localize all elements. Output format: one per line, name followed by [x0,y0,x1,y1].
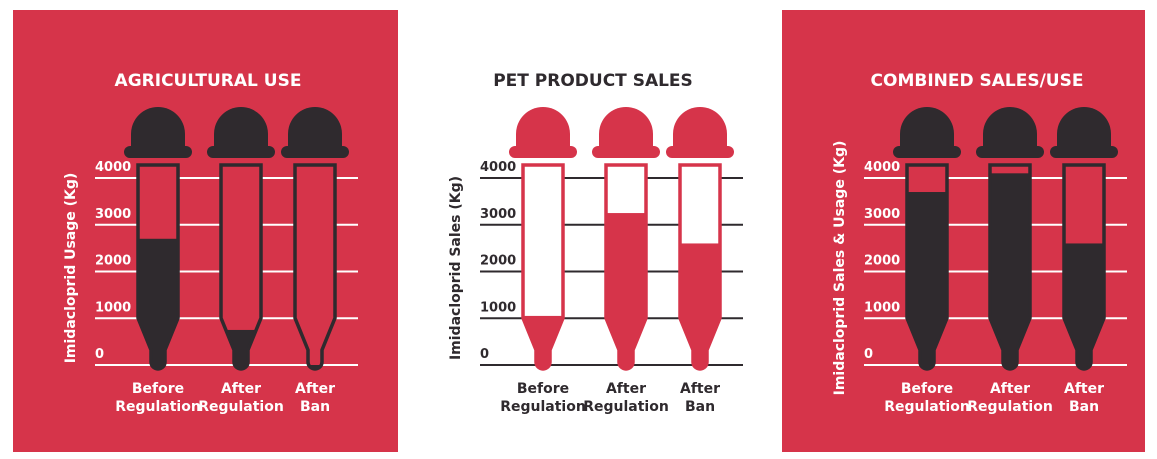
y-axis-label: Imidacloprid Usage (Kg) [63,173,79,364]
pipette-collar [207,146,275,158]
pipette-collar [1050,146,1118,158]
y-axis-label: Imidacloprid Sales (Kg) [448,176,464,360]
pipette-collar [893,146,961,158]
pipette-collar [976,146,1044,158]
y-tick-label: 0 [95,347,104,362]
y-tick-label: 3000 [95,207,131,222]
pipette-collar [592,146,660,158]
y-tick-label: 4000 [95,160,131,175]
y-tick-label: 3000 [864,207,900,222]
chart-title: AGRICULTURAL USE [115,71,302,91]
chart-title: PET PRODUCT SALES [493,71,693,91]
x-tick-label: After Regulation [198,380,284,416]
y-tick-label: 2000 [95,254,131,269]
pipette-collar [509,146,577,158]
pipette-collar [124,146,192,158]
x-tick-label: After Regulation [967,380,1053,416]
y-tick-label: 1000 [95,300,131,315]
y-tick-label: 4000 [864,160,900,175]
y-tick-label: 1000 [864,300,900,315]
y-tick-label: 3000 [480,207,516,222]
y-axis-label: Imidacloprid Sales & Usage (Kg) [832,141,848,396]
y-tick-label: 1000 [480,300,516,315]
x-tick-label: After Ban [295,380,335,416]
y-tick-label: 2000 [480,254,516,269]
x-tick-label: After Ban [680,380,720,416]
x-tick-label: After Regulation [583,380,669,416]
chart-title: COMBINED SALES/USE [871,71,1084,91]
x-tick-label: Before Regulation [884,380,970,416]
y-tick-label: 4000 [480,160,516,175]
y-tick-label: 2000 [864,254,900,269]
x-tick-label: After Ban [1064,380,1104,416]
infographic: AGRICULTURAL USE Imidacloprid Usage (Kg) 0… [0,0,1157,459]
pipette-collar [666,146,734,158]
y-tick-label: 0 [864,347,873,362]
y-tick-label: 0 [480,347,489,362]
x-tick-label: Before Regulation [500,380,586,416]
x-tick-label: Before Regulation [115,380,201,416]
pipette-collar [281,146,349,158]
